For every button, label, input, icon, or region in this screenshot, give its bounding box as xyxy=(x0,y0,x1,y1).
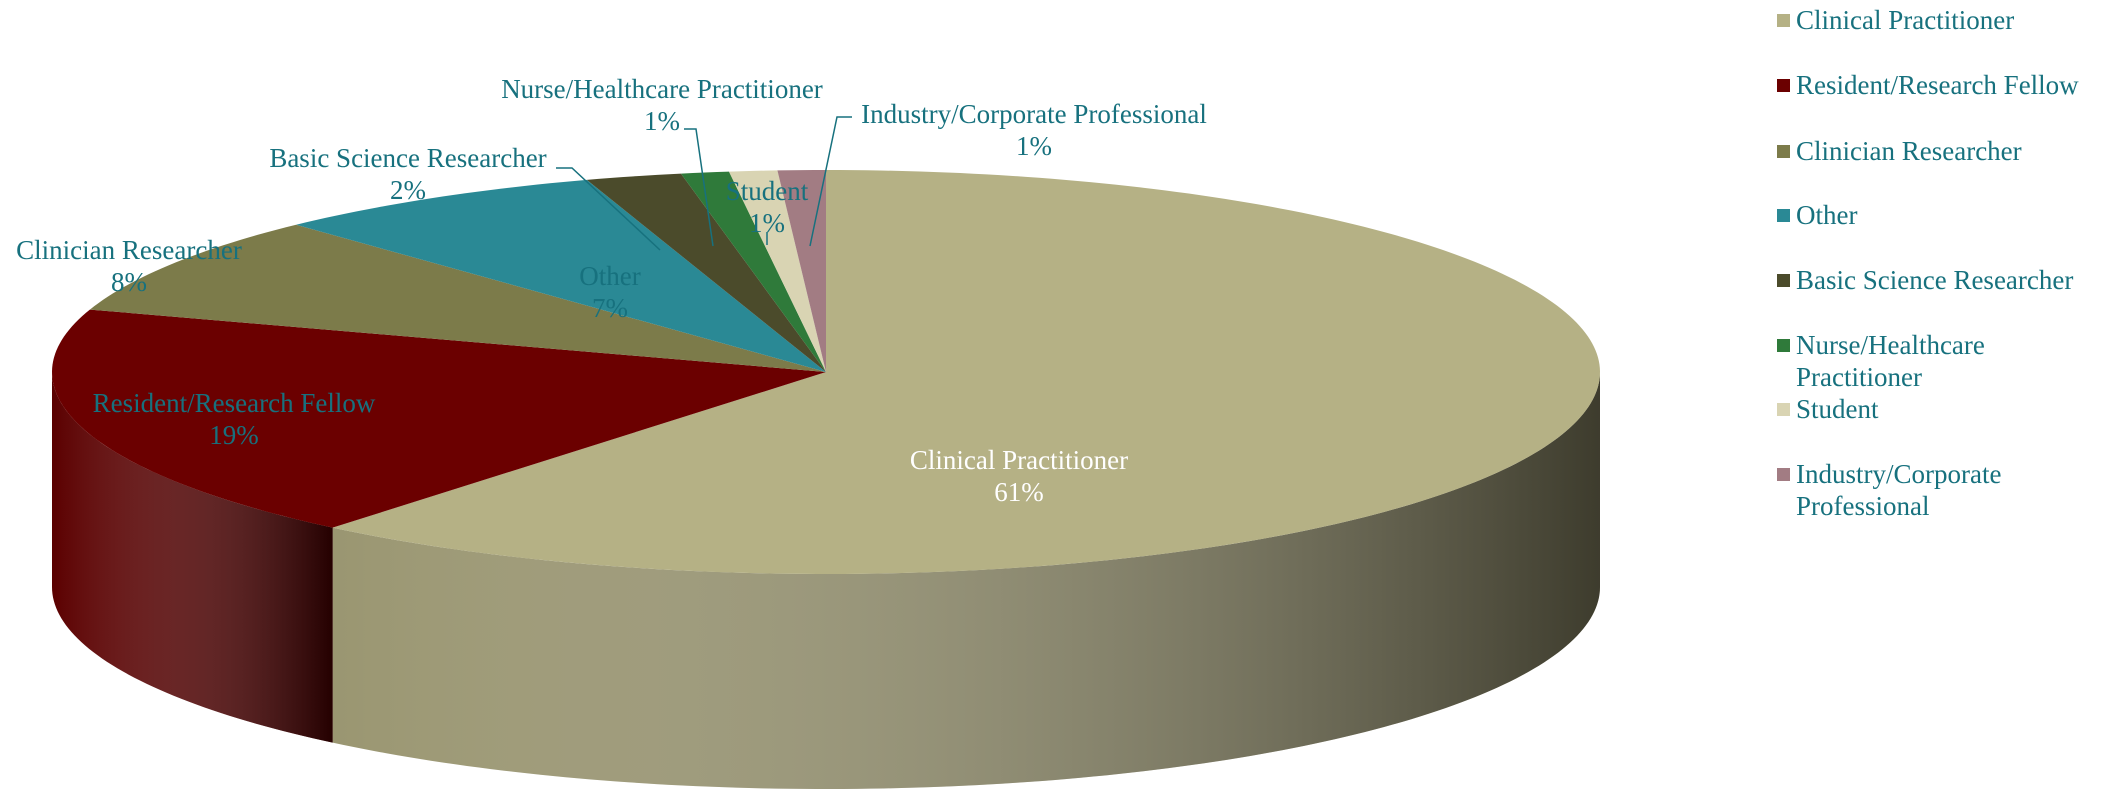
legend-swatch xyxy=(1777,339,1790,352)
data-label-name: Clinician Researcher xyxy=(16,235,242,265)
legend-item: Student xyxy=(1777,393,2107,425)
legend-label: Clinician Researcher xyxy=(1796,135,2022,167)
legend-label: Nurse/Healthcare Practitioner xyxy=(1796,329,2107,393)
legend-item: Other xyxy=(1777,199,2107,231)
data-label-value: 61% xyxy=(994,477,1044,507)
legend-label: Student xyxy=(1796,393,1879,425)
legend-swatch xyxy=(1777,79,1790,92)
legend-item: Clinician Researcher xyxy=(1777,135,2107,167)
legend-item: Clinical Practitioner xyxy=(1777,4,2107,36)
legend-label: Other xyxy=(1796,199,1857,231)
data-label-value: 1% xyxy=(644,106,680,136)
legend-item: Nurse/Healthcare Practitioner xyxy=(1777,329,2107,393)
data-label-value: 19% xyxy=(209,420,259,450)
data-label-name: Industry/Corporate Professional xyxy=(861,99,1207,129)
legend-item: Basic Science Researcher xyxy=(1777,264,2107,296)
data-label-name: Other xyxy=(579,261,640,291)
legend-swatch xyxy=(1777,145,1790,158)
legend-label: Basic Science Researcher xyxy=(1796,264,2073,296)
data-label-name: Nurse/Healthcare Practitioner xyxy=(501,74,823,104)
legend-swatch xyxy=(1777,274,1790,287)
legend-swatch xyxy=(1777,14,1790,27)
data-label-value: 2% xyxy=(390,175,426,205)
data-label-value: 8% xyxy=(111,267,147,297)
legend-label: Industry/Corporate Professional xyxy=(1796,458,2107,522)
data-label-value: 7% xyxy=(592,293,628,323)
data-label-name: Basic Science Researcher xyxy=(269,143,546,173)
legend-item: Industry/Corporate Professional xyxy=(1777,458,2107,522)
data-label-name: Clinical Practitioner xyxy=(910,445,1128,475)
legend-label: Clinical Practitioner xyxy=(1796,4,2014,36)
data-label-name: Student xyxy=(726,176,809,206)
legend-swatch xyxy=(1777,468,1790,481)
legend-label: Resident/Research Fellow xyxy=(1796,69,2079,101)
legend-item: Resident/Research Fellow xyxy=(1777,69,2107,101)
data-label-name: Resident/Research Fellow xyxy=(93,388,376,418)
page: Clinical Practitioner61%Resident/Researc… xyxy=(0,0,2111,790)
legend-swatch xyxy=(1777,209,1790,222)
data-label-value: 1% xyxy=(1016,131,1052,161)
legend-swatch xyxy=(1777,403,1790,416)
